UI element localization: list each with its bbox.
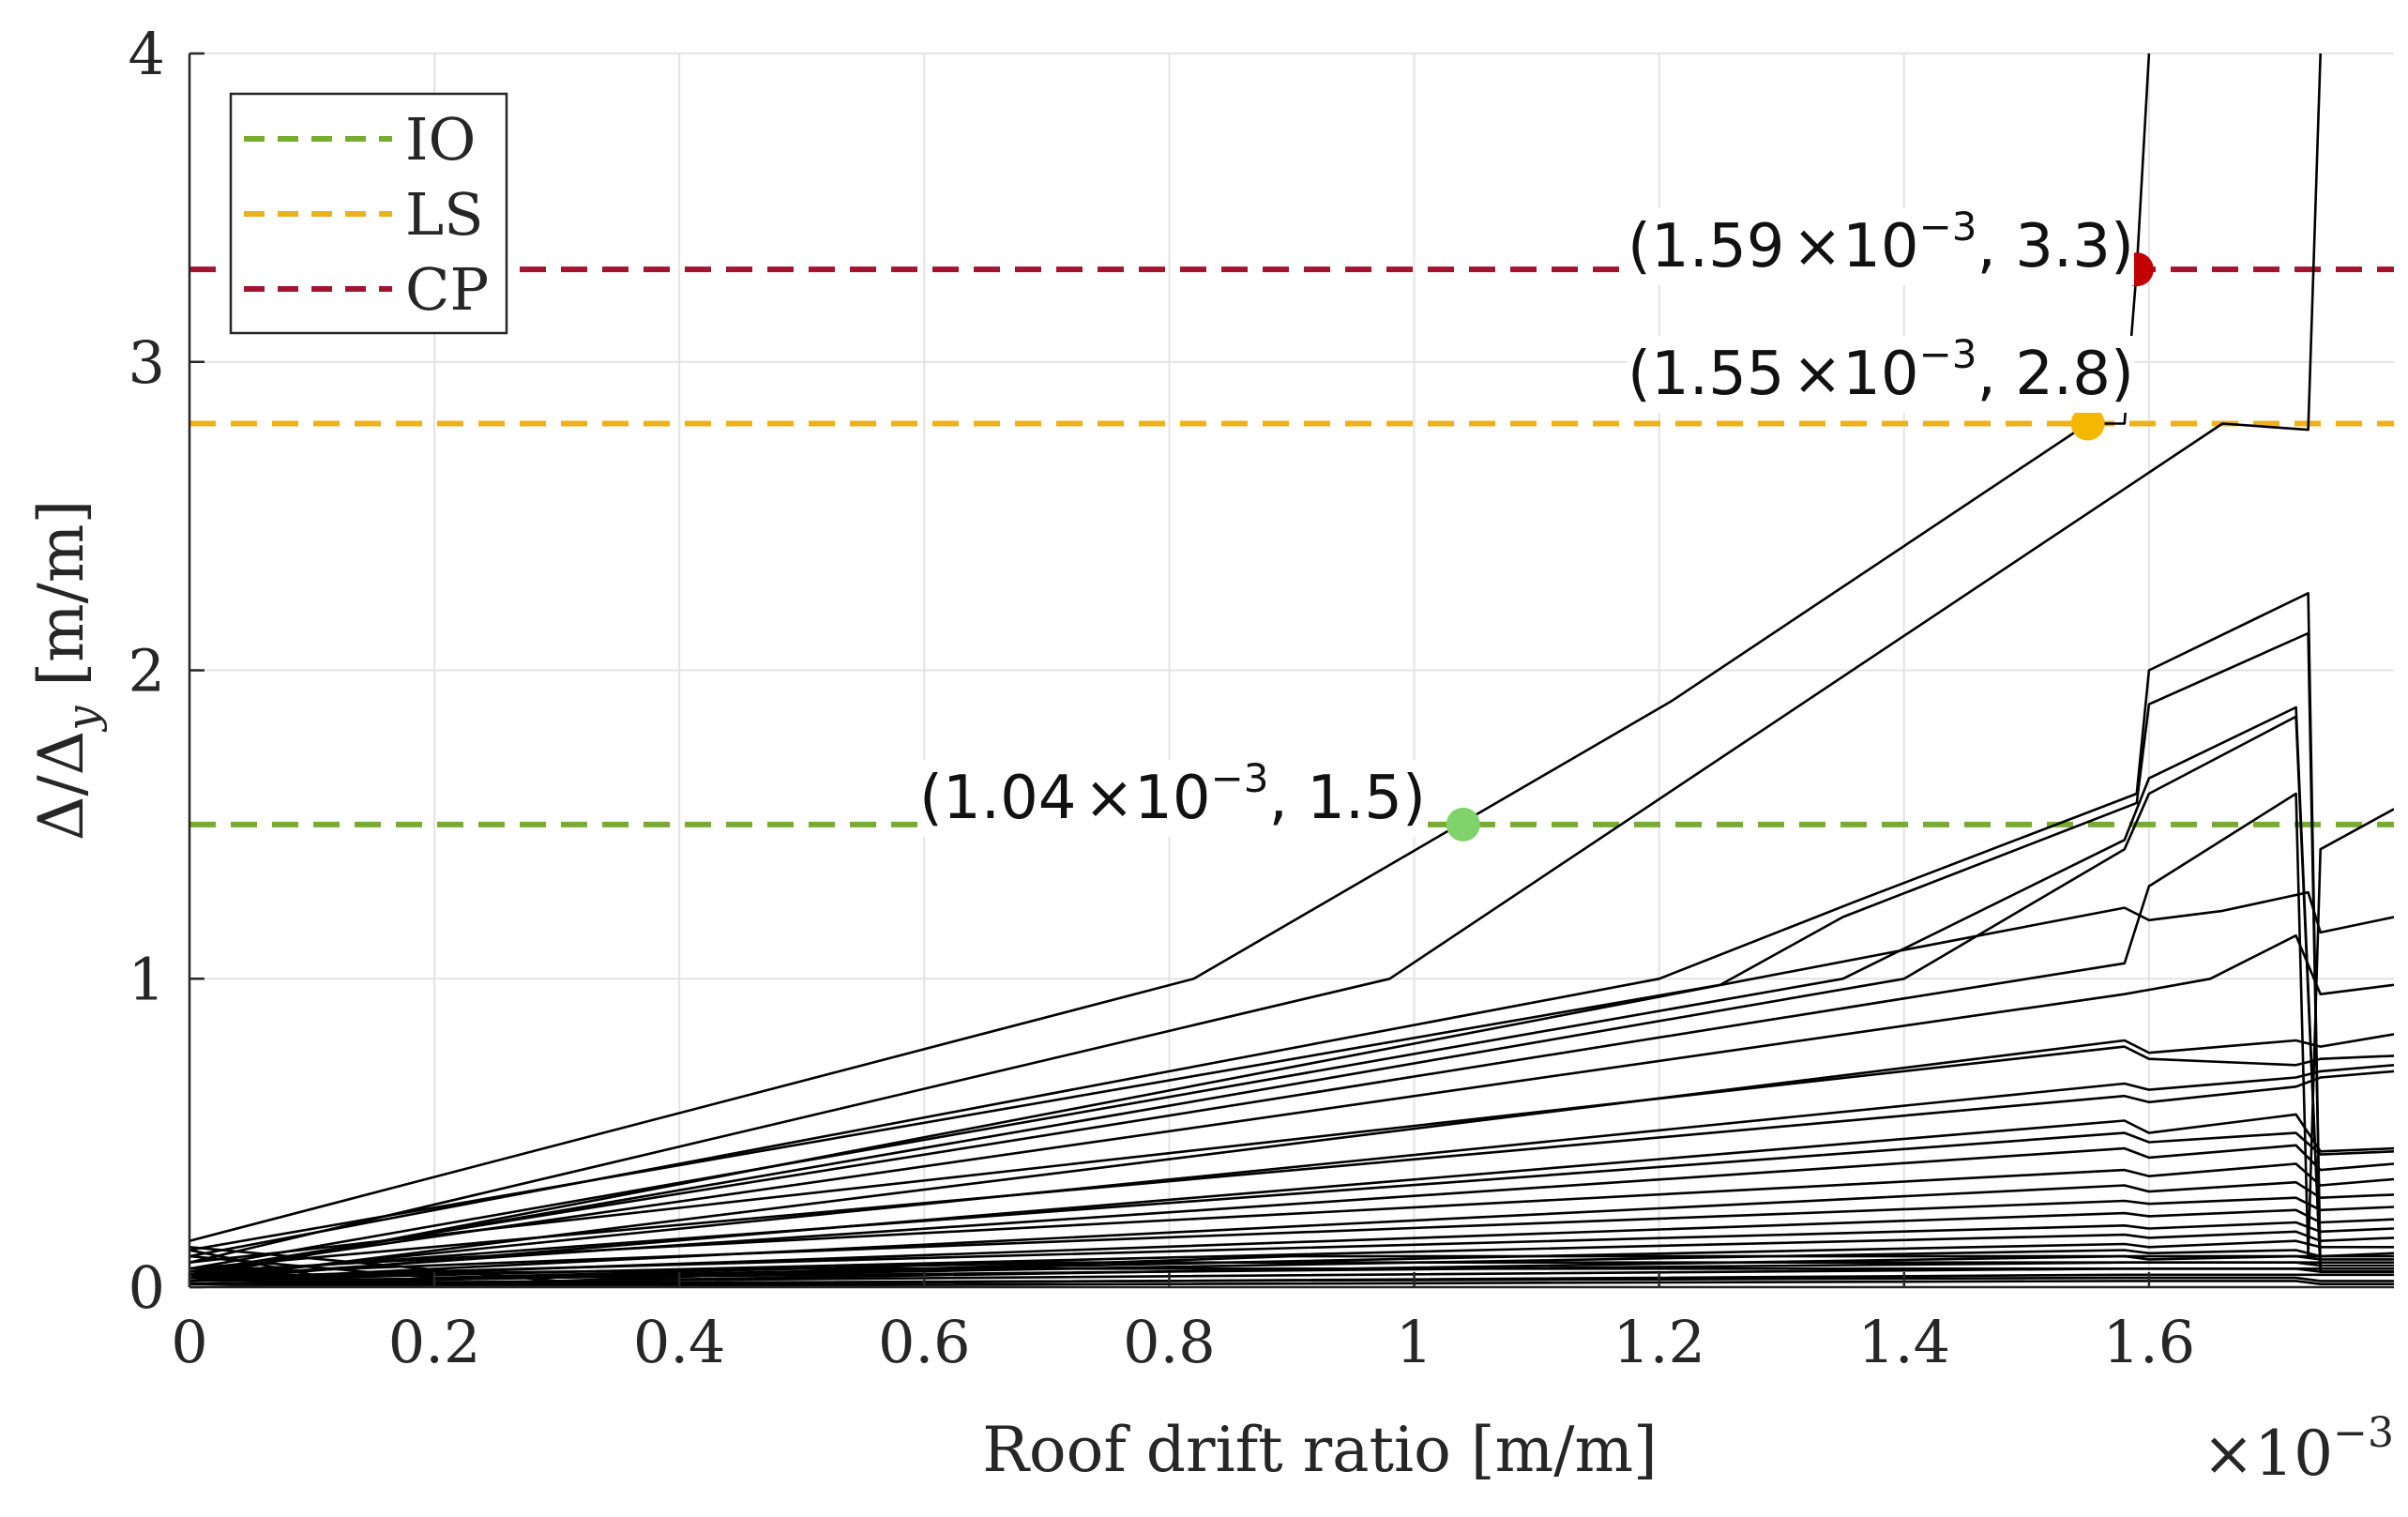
x-tick-label: 1.2 [1613, 1308, 1705, 1376]
series-line [189, 1221, 2394, 1280]
x-exponent-label: ×10−3 [2203, 1409, 2394, 1490]
threshold-marker-point [2070, 406, 2105, 441]
y-tick-label: 2 [129, 637, 165, 705]
annotation-background [1628, 336, 2134, 413]
series-line [189, 933, 2394, 1273]
x-tick-label: 0 [171, 1308, 207, 1376]
annotation-exp: −3 [1919, 204, 1977, 250]
annotation-times: ×10 [1084, 764, 1211, 833]
annotation-post: , 3.3) [1977, 212, 2134, 281]
annotation-pre: (1.55 [1628, 340, 1784, 409]
series-line [189, 1273, 2394, 1287]
y-tick-label: 0 [129, 1253, 165, 1322]
x-tick-label: 1.6 [2103, 1308, 2196, 1376]
x-tick-label: 0.4 [633, 1308, 726, 1376]
series-line [189, 1131, 2394, 1277]
annotation-post: , 1.5) [1269, 764, 1426, 833]
annotation-times: ×10 [1793, 212, 1919, 281]
series-line [189, 631, 2394, 1273]
series-line [189, 1113, 2394, 1282]
annotation-exp: −3 [1919, 331, 1977, 377]
series-line [189, 1045, 2394, 1264]
annotation-exp: −3 [1211, 755, 1269, 801]
annotation-pre: (1.04 [919, 764, 1076, 833]
y-tick-label: 4 [129, 20, 165, 88]
x-tick-label: 0.8 [1123, 1308, 1216, 1376]
y-axis-label-main: Δ/Δ [25, 731, 98, 842]
series-line [189, 1249, 2394, 1277]
series-line [189, 1239, 2394, 1285]
axes-layer: 0 0.2 0.4 0.6 0.8 1 1.2 1.4 1.6 0 1 2 3 4 Roof drift r… [25, 20, 2394, 1490]
annotation-label: (1.59 ×10−3, 3.3) [1628, 204, 2134, 281]
x-tick-label: 1.4 [1857, 1308, 1950, 1376]
annotation-background [1628, 208, 2134, 285]
x-tick-label: 0.6 [878, 1308, 971, 1376]
series-line [189, 1064, 2394, 1280]
legend-label-ls: LS [405, 180, 484, 249]
series-line [189, 1230, 2394, 1282]
annotation-post: , 2.8) [1977, 340, 2134, 409]
y-axis-label-sub: y [57, 705, 108, 733]
series-line [189, 1280, 2394, 1287]
x-axis-label: Roof drift ratio [m/m] [982, 1414, 1658, 1486]
y-axis-label: Δ/Δy [m/m] [25, 500, 108, 841]
y-tick-label: 3 [129, 328, 165, 397]
legend-label-cp: CP [405, 255, 489, 324]
series-line [189, 1162, 2394, 1273]
x-tick-label: 1 [1396, 1308, 1432, 1376]
series-line [189, 1069, 2394, 1270]
legend-label-io: IO [405, 105, 476, 174]
series-layer [189, 53, 2394, 1287]
y-axis-label-unit: [m/m] [25, 500, 98, 706]
series-line [189, 1180, 2394, 1282]
series-line [189, 792, 2394, 1273]
series-line [189, 1208, 2394, 1282]
annotation-background [919, 760, 1426, 837]
label-layer: (1.04 ×10−3, 1.5)(1.55 ×10−3, 2.8)(1.59 ×10… [919, 204, 2134, 837]
threshold-marker-point [1446, 807, 1480, 842]
x-tick-label: 0.2 [388, 1308, 481, 1376]
annotation-pre: (1.59 [1628, 212, 1784, 281]
series-line [189, 1276, 2394, 1285]
series-line [189, 53, 2322, 1264]
legend-box [229, 92, 508, 335]
series-line [189, 890, 2394, 1280]
annotation-label: (1.55 ×10−3, 2.8) [1628, 331, 2134, 409]
series-line [189, 1144, 2394, 1280]
series-line [189, 1196, 2394, 1277]
x-exponent-power: −3 [2333, 1409, 2394, 1457]
series-line [189, 1033, 2394, 1282]
y-tick-label: 1 [129, 945, 165, 1013]
x-exponent-base: ×10 [2203, 1418, 2333, 1490]
annotation-times: ×10 [1793, 340, 1919, 409]
annotation-label: (1.04 ×10−3, 1.5) [919, 755, 1426, 833]
